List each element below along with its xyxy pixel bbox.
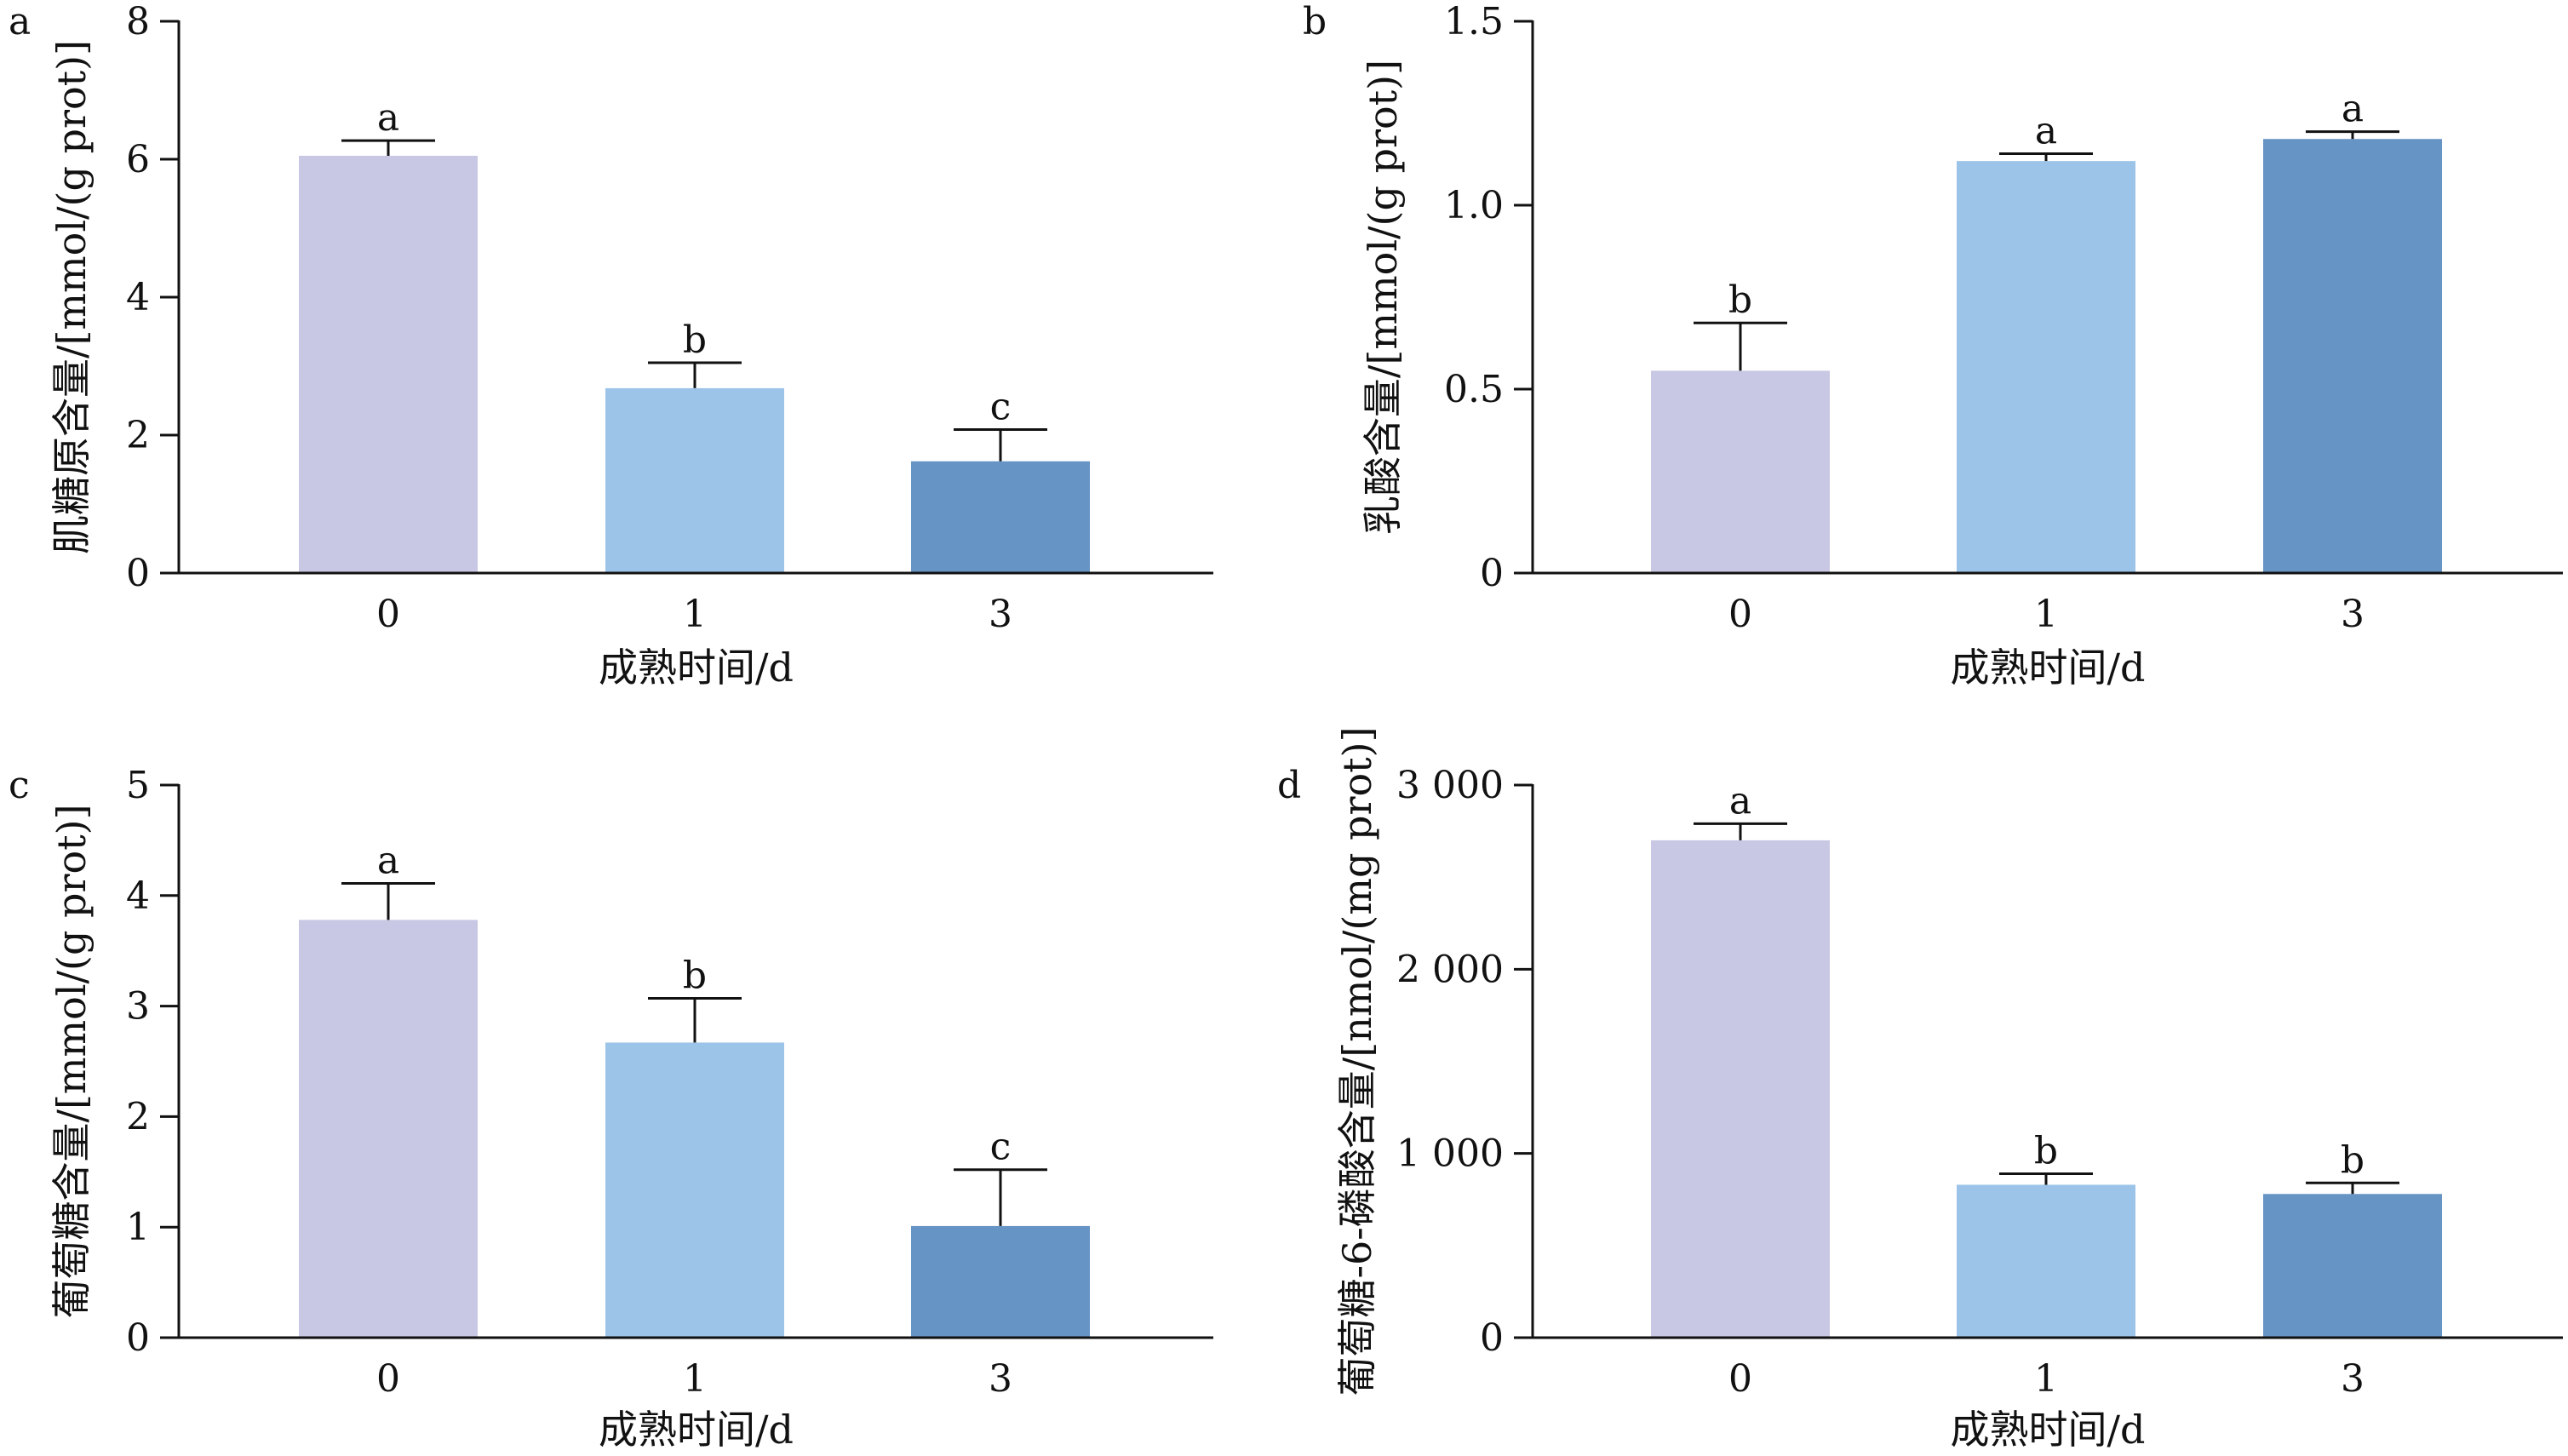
y-tick-label: 8 [126, 0, 150, 43]
error-bar [2306, 130, 2399, 140]
x-tick-label: 1 [683, 593, 707, 636]
x-tick-label: 3 [989, 593, 1012, 636]
y-tick-label: 0 [1480, 552, 1504, 595]
y-tick-label: 1.5 [1444, 0, 1504, 43]
y-tick-label: 2 [126, 414, 150, 457]
error-bar [1694, 822, 1787, 840]
y-tick-label: 0 [1480, 1316, 1504, 1360]
x-tick-label: 0 [376, 1357, 400, 1401]
bar-day-0 [1651, 840, 1830, 1338]
panel-label: a [9, 0, 31, 43]
y-axis-title: 乳酸含量/[mmol/(g prot)] [1360, 60, 1406, 535]
chart-panel-c: c a 0 b 1 c 3 0 1 2 3 4 5 成熟时间/d 葡萄糖含量/[mmol/(g prot)] [9, 764, 1213, 1453]
significance-label: a [2342, 88, 2364, 131]
significance-label: b [683, 318, 707, 362]
x-axis-title: 成熟时间/d [1951, 645, 2146, 691]
error-bar [954, 1168, 1047, 1226]
significance-label: b [2034, 1129, 2058, 1172]
error-bar [341, 139, 435, 156]
y-tick-label: 0 [126, 1316, 150, 1360]
bar-day-3 [911, 461, 1090, 573]
y-tick-label: 0.5 [1444, 368, 1504, 411]
error-bar [1694, 321, 1787, 371]
panel-label: d [1277, 764, 1301, 807]
significance-label: a [377, 840, 399, 883]
y-tick-label: 4 [126, 276, 150, 319]
significance-label: a [1729, 779, 1751, 823]
x-tick-label: 3 [2341, 593, 2365, 636]
bar-day-1 [1957, 1184, 2135, 1338]
y-tick-label: 3 000 [1396, 764, 1504, 807]
y-tick-label: 3 [126, 985, 150, 1029]
y-tick-label: 2 [126, 1095, 150, 1138]
y-tick-label: 1 000 [1396, 1132, 1504, 1176]
panel-label: c [9, 764, 30, 807]
x-axis-title: 成熟时间/d [1951, 1407, 2146, 1453]
y-axis-title: 葡萄糖含量/[mmol/(g prot)] [49, 804, 95, 1318]
bar-day-1 [605, 1042, 784, 1338]
significance-label: a [377, 96, 399, 140]
significance-label: b [2341, 1138, 2365, 1182]
x-tick-label: 3 [989, 1357, 1012, 1401]
error-bar [648, 361, 742, 388]
error-bar [341, 882, 435, 920]
y-tick-label: 1.0 [1444, 184, 1504, 227]
y-tick-label: 6 [126, 138, 150, 181]
error-bar [954, 428, 1047, 461]
x-tick-label: 0 [1728, 593, 1752, 636]
error-bar [1999, 1172, 2093, 1185]
significance-label: c [990, 386, 1012, 429]
y-axis-title: 肌糖原含量/[mmol/(g prot)] [49, 40, 95, 554]
x-tick-label: 0 [1728, 1357, 1752, 1401]
panel-label: b [1303, 0, 1327, 43]
error-bar [1999, 152, 2093, 162]
x-axis-title: 成熟时间/d [599, 1407, 794, 1453]
y-tick-label: 2 000 [1396, 948, 1504, 991]
y-tick-label: 1 [126, 1206, 150, 1249]
chart-panel-a: a a 0 b 1 c 3 0 2 4 6 8 成熟时间/d 肌糖原含量/[mmol/(g prot)] [9, 0, 1213, 691]
significance-label: c [990, 1126, 1012, 1169]
y-tick-label: 4 [126, 874, 150, 918]
error-bar [2306, 1181, 2399, 1195]
significance-label: b [683, 954, 707, 998]
bar-day-0 [299, 920, 478, 1338]
x-tick-label: 3 [2341, 1357, 2365, 1401]
bar-day-1 [1957, 161, 2135, 573]
x-tick-label: 0 [376, 593, 400, 636]
bar-day-3 [2263, 1194, 2442, 1338]
significance-label: b [1728, 278, 1752, 322]
significance-label: a [2035, 110, 2057, 153]
x-tick-label: 1 [2034, 593, 2058, 636]
x-axis-title: 成熟时间/d [599, 645, 794, 691]
bar-day-0 [299, 155, 478, 573]
chart-panel-d: d a 0 b 1 b 3 0 1 000 2 000 3 000 成熟时间/d 葡萄糖-6-磷酸含量/… [1277, 726, 2563, 1453]
x-tick-label: 1 [683, 1357, 707, 1401]
bar-day-1 [605, 387, 784, 573]
x-tick-label: 1 [2034, 1357, 2058, 1401]
error-bar [648, 997, 742, 1043]
chart-panel-b: b b 0 a 1 a 3 0 0.5 1.0 1.5 成熟时间/d 乳酸含量/[mmol/(g pro… [1303, 0, 2563, 691]
bar-day-0 [1651, 370, 1830, 573]
y-tick-label: 0 [126, 552, 150, 595]
y-axis-title: 葡萄糖-6-磷酸含量/[nmol/(mg prot)] [1334, 726, 1380, 1396]
bar-day-3 [911, 1225, 1090, 1338]
y-tick-label: 5 [126, 764, 150, 807]
bar-day-3 [2263, 139, 2442, 574]
